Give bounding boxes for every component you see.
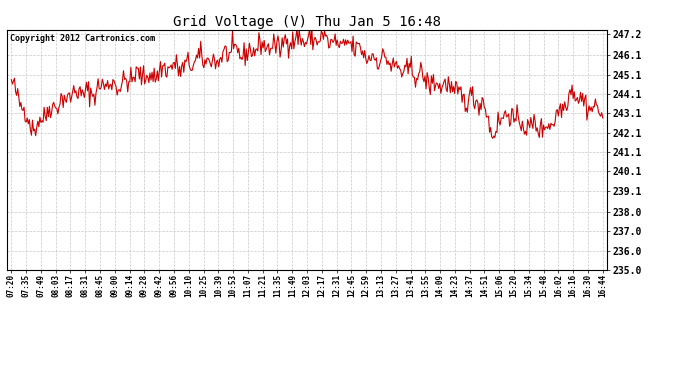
Text: Copyright 2012 Cartronics.com: Copyright 2012 Cartronics.com	[10, 34, 155, 43]
Title: Grid Voltage (V) Thu Jan 5 16:48: Grid Voltage (V) Thu Jan 5 16:48	[173, 15, 441, 29]
